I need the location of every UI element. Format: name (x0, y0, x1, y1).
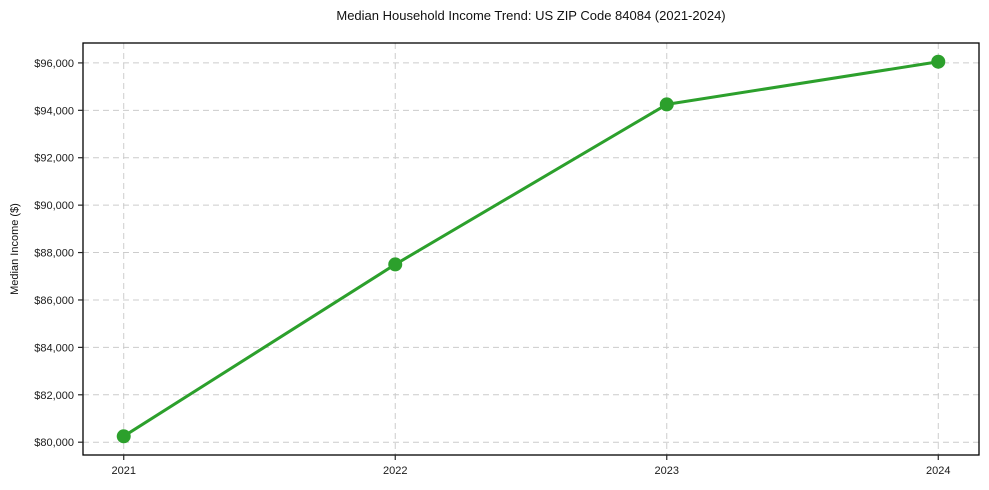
axes-spines (82, 42, 980, 456)
chart-title: Median Household Income Trend: US ZIP Co… (336, 8, 726, 23)
y-tick-label: $90,000 (34, 200, 74, 212)
y-tick-label: $86,000 (34, 295, 74, 307)
data-point-2021 (116, 429, 131, 444)
y-tick-label: $82,000 (34, 390, 74, 402)
y-tick-label: $94,000 (34, 105, 74, 117)
x-tick-label: 2023 (655, 465, 679, 477)
income-trend-line (122, 60, 940, 438)
y-tick-label: $80,000 (34, 437, 74, 449)
y-tick-label: $84,000 (34, 342, 74, 354)
data-point-2023 (659, 97, 674, 112)
x-tick-label: 2022 (383, 465, 407, 477)
y-tick-label: $96,000 (34, 58, 74, 70)
y-axis-label: Median Income ($) (9, 203, 21, 295)
x-tick-label: 2024 (926, 465, 950, 477)
data-point-2022 (388, 257, 403, 272)
x-tick-label: 2021 (111, 465, 135, 477)
y-tick-label: $92,000 (34, 153, 74, 165)
y-tick-label: $88,000 (34, 248, 74, 260)
data-point-2024 (931, 54, 946, 69)
